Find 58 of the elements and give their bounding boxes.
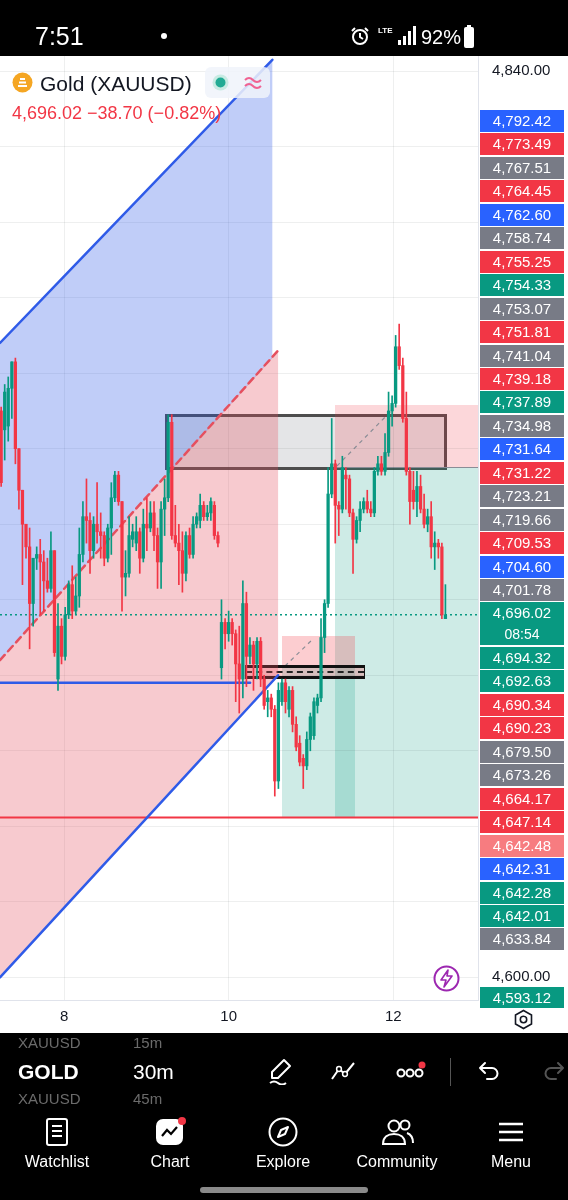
text: 45m	[133, 1090, 163, 1107]
text: XAUUSD	[18, 1090, 81, 1107]
text: 4,723.21	[480, 485, 564, 508]
text: 4,709.53	[480, 532, 564, 555]
text: Chart	[150, 1153, 190, 1170]
text: 15m	[133, 1034, 163, 1051]
text: 4,704.60	[480, 555, 564, 578]
text: 4,673.26	[480, 764, 564, 787]
text: 4,690.34	[480, 693, 564, 716]
text: 4,764.45	[480, 180, 564, 203]
text: 4,633.84	[480, 928, 564, 951]
text: 4,734.98	[480, 414, 564, 437]
text: 4,767.51	[480, 156, 564, 179]
y-tick-label: 4,840.00	[492, 61, 551, 79]
text: 4,642.01	[480, 904, 564, 927]
text: 4,696.02 −38.70 (−0.82%)	[12, 103, 222, 123]
text: 4,739.18	[480, 367, 564, 390]
text: XAUUSD	[18, 1034, 81, 1051]
text: 4,647.14	[480, 811, 564, 834]
text: 4,731.64	[480, 438, 564, 461]
text: 4,679.50	[480, 740, 564, 763]
text: 92%	[421, 26, 462, 48]
text: 08:54	[480, 624, 564, 646]
text: Menu	[490, 1153, 532, 1170]
text: 4,792.42	[480, 110, 564, 132]
x-tick-label: 12	[384, 1007, 402, 1025]
text: GOLD	[18, 1060, 79, 1083]
x-tick-label: 10	[220, 1007, 238, 1025]
text: 4,754.33	[480, 274, 564, 297]
text: Gold (XAUUSD)	[40, 72, 192, 95]
text: LTE	[378, 26, 393, 35]
text: Explore	[255, 1153, 311, 1170]
text: Community	[356, 1153, 438, 1170]
text: 30m	[133, 1060, 174, 1083]
text: 4,642.48	[480, 834, 564, 857]
text: 4,755.25	[480, 250, 564, 273]
text: 4,737.89	[480, 391, 564, 414]
y-tick-label: 4,600.00	[492, 967, 551, 985]
text: Watchlist	[24, 1153, 90, 1170]
text: 4,753.07	[480, 297, 564, 320]
text: 4,690.23	[480, 717, 564, 740]
text: 4,719.66	[480, 508, 564, 531]
text: 4,751.81	[480, 321, 564, 344]
text: 4,642.28	[480, 881, 564, 904]
x-tick-label: 8	[60, 1007, 69, 1025]
text: 4,692.63	[480, 670, 564, 693]
text: 4,694.32	[480, 647, 564, 669]
text: 4,773.49	[480, 133, 564, 156]
text: 4,696.02	[480, 602, 564, 625]
text: 4,731.22	[480, 461, 564, 484]
text: 4,741.04	[480, 344, 564, 367]
text: 7:51	[35, 22, 84, 50]
text: 4,701.78	[480, 579, 564, 601]
text: 4,762.60	[480, 203, 564, 226]
text: 4,593.12	[480, 987, 564, 1008]
text: 4,642.31	[480, 858, 564, 881]
text: 4,758.74	[480, 227, 564, 250]
text: 4,664.17	[480, 787, 564, 810]
